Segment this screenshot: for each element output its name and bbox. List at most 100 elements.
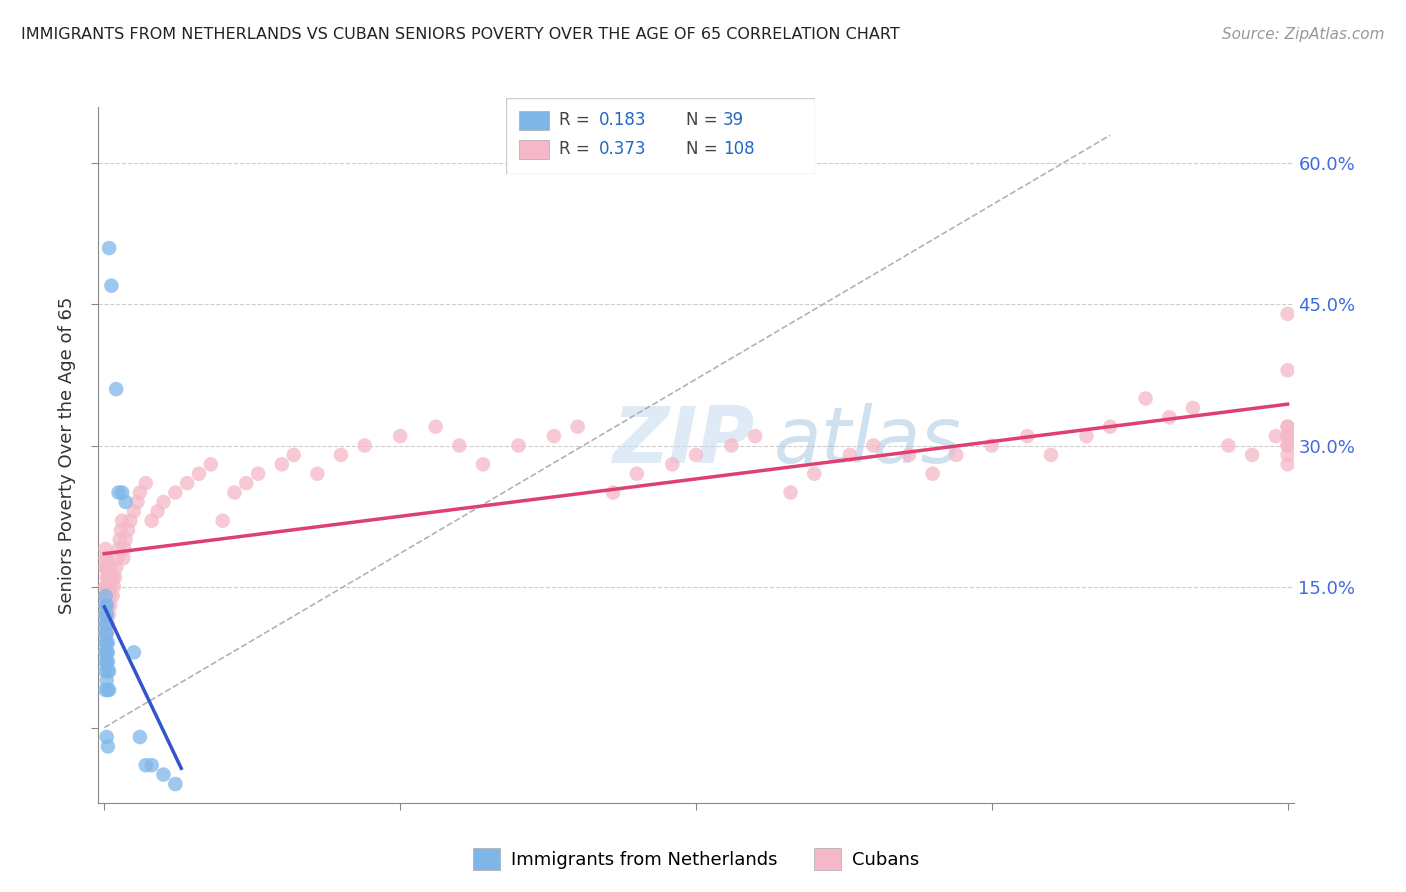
Point — [111, 514, 134, 528]
Point — [97, 645, 120, 659]
Point — [96, 626, 118, 640]
Point — [200, 458, 222, 472]
Point — [112, 551, 135, 566]
Point — [96, 730, 118, 744]
Point — [96, 551, 118, 566]
Text: R =: R = — [558, 112, 589, 129]
Point — [862, 438, 884, 452]
Point — [165, 777, 187, 791]
Point — [803, 467, 825, 481]
Point — [94, 607, 117, 622]
Point — [98, 607, 121, 622]
Point — [101, 570, 124, 584]
Point — [96, 580, 118, 594]
Point — [152, 767, 174, 781]
Text: ZIP: ZIP — [613, 403, 755, 479]
Point — [94, 541, 117, 556]
Point — [98, 570, 121, 584]
Legend: Immigrants from Netherlands, Cubans: Immigrants from Netherlands, Cubans — [465, 841, 927, 877]
Point — [97, 599, 120, 613]
Point — [141, 514, 163, 528]
Point — [100, 278, 122, 293]
Point — [921, 467, 943, 481]
Point — [94, 626, 117, 640]
Point — [108, 533, 131, 547]
Point — [96, 599, 118, 613]
Point — [1277, 419, 1299, 434]
Point — [98, 560, 121, 574]
Point — [97, 570, 120, 584]
Text: R =: R = — [558, 140, 589, 158]
Point — [720, 438, 742, 452]
Point — [97, 617, 120, 632]
Point — [114, 533, 136, 547]
Point — [211, 514, 233, 528]
Point — [1277, 448, 1299, 462]
Bar — [519, 140, 550, 159]
Point — [330, 448, 353, 462]
Point — [165, 485, 187, 500]
Point — [94, 617, 117, 632]
Point — [96, 645, 118, 659]
Point — [283, 448, 305, 462]
Point — [353, 438, 375, 452]
Point — [98, 599, 121, 613]
Point — [128, 485, 150, 500]
Point — [472, 458, 495, 472]
Point — [97, 580, 120, 594]
Point — [97, 655, 120, 669]
Point — [1076, 429, 1098, 443]
Point — [425, 419, 447, 434]
Point — [1277, 438, 1299, 452]
Point — [389, 429, 412, 443]
Point — [508, 438, 530, 452]
Point — [141, 758, 163, 772]
Point — [94, 580, 117, 594]
Point — [114, 541, 136, 556]
Point — [247, 467, 270, 481]
Text: IMMIGRANTS FROM NETHERLANDS VS CUBAN SENIORS POVERTY OVER THE AGE OF 65 CORRELAT: IMMIGRANTS FROM NETHERLANDS VS CUBAN SEN… — [21, 27, 900, 42]
Point — [685, 448, 707, 462]
Point — [176, 476, 198, 491]
Point — [1277, 307, 1299, 321]
Point — [1264, 429, 1286, 443]
Point — [135, 758, 157, 772]
Point — [94, 599, 117, 613]
Point — [224, 485, 246, 500]
Point — [94, 589, 117, 603]
Point — [96, 607, 118, 622]
Point — [97, 739, 120, 754]
Point — [117, 523, 139, 537]
Point — [98, 241, 121, 255]
Point — [307, 467, 329, 481]
Point — [602, 485, 624, 500]
Point — [1181, 401, 1204, 415]
Point — [94, 664, 117, 678]
Point — [744, 429, 766, 443]
Point — [1277, 438, 1299, 452]
Point — [1039, 448, 1062, 462]
Text: 0.183: 0.183 — [599, 112, 647, 129]
Point — [94, 626, 117, 640]
Point — [98, 580, 121, 594]
Text: atlas: atlas — [773, 403, 962, 479]
Point — [94, 560, 117, 574]
Point — [127, 495, 149, 509]
Point — [1277, 363, 1299, 377]
Point — [98, 580, 121, 594]
Point — [661, 458, 683, 472]
Point — [94, 589, 117, 603]
Point — [110, 523, 132, 537]
Point — [1241, 448, 1264, 462]
Point — [94, 645, 117, 659]
Point — [97, 683, 120, 698]
Point — [270, 458, 292, 472]
Y-axis label: Seniors Poverty Over the Age of 65: Seniors Poverty Over the Age of 65 — [58, 296, 76, 614]
Text: N =: N = — [686, 112, 717, 129]
Point — [97, 664, 120, 678]
Point — [120, 514, 142, 528]
Point — [128, 730, 150, 744]
Point — [838, 448, 860, 462]
Point — [945, 448, 967, 462]
Point — [114, 495, 136, 509]
